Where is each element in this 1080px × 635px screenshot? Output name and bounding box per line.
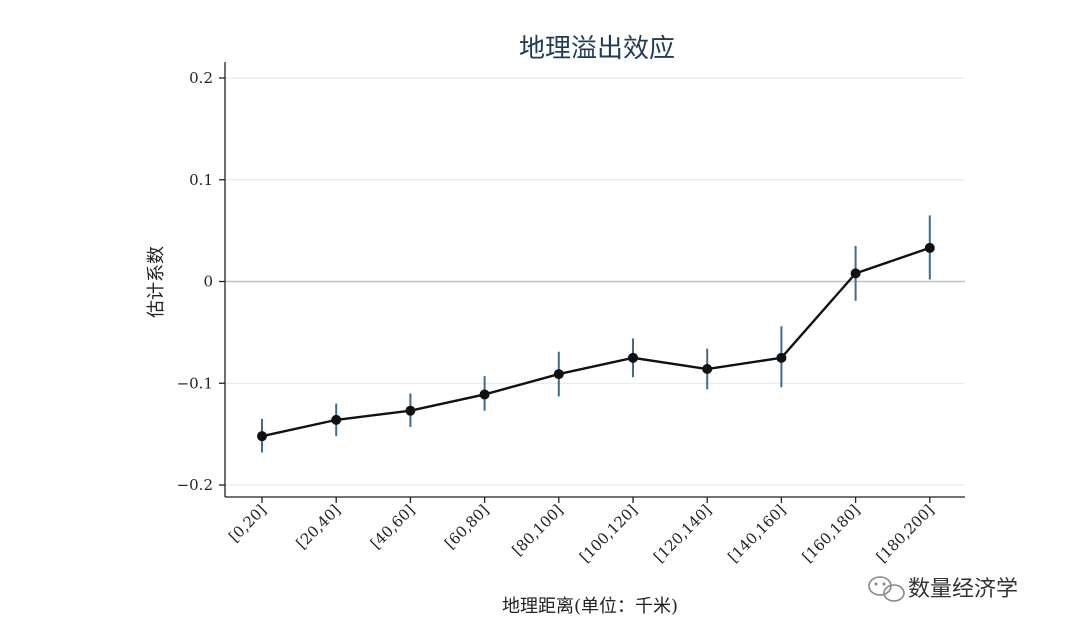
data-point bbox=[702, 364, 713, 375]
x-tick-label: [80,100] bbox=[509, 501, 567, 559]
data-point bbox=[628, 352, 638, 363]
wechat-icon bbox=[868, 576, 905, 602]
data-point bbox=[850, 268, 861, 279]
x-tick-label: [0,20] bbox=[225, 501, 270, 546]
data-point bbox=[331, 414, 342, 425]
x-tick-label: [120,140] bbox=[650, 501, 715, 566]
data-point bbox=[924, 242, 935, 253]
x-axis-label: 地理距离(单位：千米) bbox=[502, 596, 678, 617]
data-point bbox=[776, 352, 787, 363]
y-tick-label: 0.2 bbox=[189, 69, 213, 87]
y-tick-label: −0.1 bbox=[177, 374, 213, 392]
y-tick-label: 0.1 bbox=[189, 171, 213, 189]
axes bbox=[219, 62, 965, 503]
x-tick-label: [100,120] bbox=[576, 501, 641, 566]
x-tick-labels: [0,20] [20,40] [40,60] [60,80] [80,100] [100,… bbox=[225, 501, 937, 566]
gridlines bbox=[225, 77, 965, 486]
data-point bbox=[553, 369, 564, 380]
watermark: 数量经济学 bbox=[868, 576, 1018, 602]
y-axis-label: 估计系数 bbox=[146, 246, 167, 318]
y-tick-labels: 0.2 0.1 0 −0.1 −0.2 bbox=[177, 69, 213, 494]
x-tick-label: [40,60] bbox=[367, 501, 418, 552]
x-tick-label: [140,160] bbox=[724, 501, 789, 566]
x-tick-label: [20,40] bbox=[293, 501, 344, 552]
x-tick-label: [60,80] bbox=[441, 501, 492, 552]
series-line-path bbox=[261, 246, 931, 438]
watermark-text: 数量经济学 bbox=[908, 577, 1018, 602]
x-tick-label: [160,180] bbox=[799, 501, 864, 566]
chart-title: 地理溢出效应 bbox=[519, 34, 675, 64]
data-point bbox=[405, 405, 416, 416]
data-point bbox=[479, 389, 490, 400]
y-tick-label: 0 bbox=[203, 273, 213, 291]
series-line bbox=[261, 246, 931, 438]
data-point bbox=[257, 431, 267, 442]
y-tick-label: −0.2 bbox=[177, 476, 213, 494]
x-tick-label: [180,200] bbox=[873, 501, 938, 566]
data-points bbox=[257, 242, 935, 442]
